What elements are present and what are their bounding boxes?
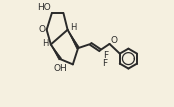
Text: H: H [42, 39, 48, 48]
Polygon shape [68, 30, 79, 49]
Polygon shape [51, 44, 61, 60]
Text: HO: HO [37, 3, 51, 12]
Text: H: H [70, 23, 77, 32]
Text: F: F [102, 59, 107, 68]
Text: O: O [38, 25, 45, 34]
Text: OH: OH [54, 64, 68, 73]
Text: O: O [110, 36, 117, 45]
Text: F: F [103, 51, 108, 60]
